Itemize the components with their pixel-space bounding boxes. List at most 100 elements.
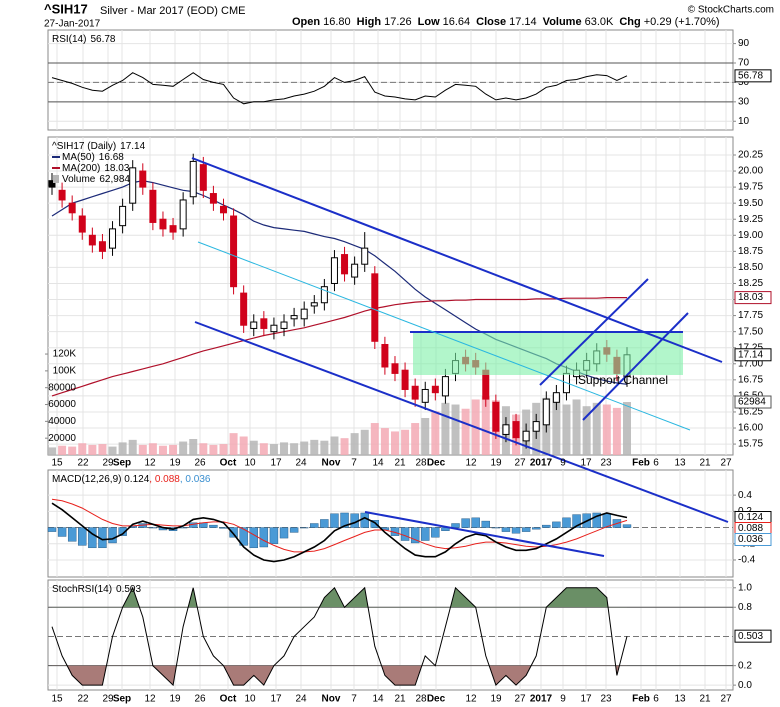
volume-bar [370, 423, 379, 455]
volume-bar [451, 404, 460, 455]
volume-bar [78, 443, 87, 455]
x-tick-label: 26 [194, 458, 206, 469]
value-tag: 0.088 [738, 523, 763, 534]
x-tick-label: 27 [720, 694, 732, 705]
histogram-bar [239, 527, 248, 546]
histogram-bar [118, 527, 127, 536]
volume-bar [229, 433, 238, 455]
volume-bar [572, 399, 581, 455]
y-tick-label: 17.00 [738, 358, 763, 369]
candle-body [502, 424, 510, 435]
candle-body [219, 205, 227, 214]
candle-body [351, 263, 359, 278]
value-tag: 62984 [738, 397, 766, 408]
volume-bar [320, 440, 329, 455]
histogram-bar [592, 512, 601, 528]
x-tick-label: 7 [351, 458, 357, 469]
candle-body [441, 376, 449, 397]
x-tick-label: 24 [295, 458, 307, 469]
histogram-bar [88, 527, 97, 549]
y-tick-label: 19.25 [738, 214, 763, 225]
candle-body [330, 257, 338, 284]
candle-body [371, 273, 379, 342]
date: 27-Jan-2017 [44, 19, 101, 30]
x-tick-label: 2017 [530, 694, 553, 705]
legend: MACD(12,26,9) 0.124, 0.088, 0.036 [52, 474, 211, 485]
moving-average [51, 297, 627, 397]
candle-body [361, 247, 369, 265]
legend-value: 56.78 [90, 34, 115, 45]
candle-body [240, 292, 248, 326]
volume-bar [118, 442, 127, 455]
legend-swatch [53, 175, 59, 183]
candle-body [401, 369, 409, 390]
x-tick-label: 15 [51, 694, 63, 705]
volume-bar [249, 440, 258, 455]
quote-value: 16.80 [323, 16, 351, 28]
x-tick-label: 21 [699, 458, 711, 469]
x-tick-label: 19 [169, 458, 181, 469]
volume-bar [98, 444, 107, 455]
histogram-bar [501, 527, 511, 532]
y-tick-label: 17.50 [738, 326, 763, 337]
candle-body [512, 421, 520, 439]
volume-bar [199, 443, 208, 455]
histogram-bar [491, 527, 501, 529]
x-tick-label: 19 [490, 694, 502, 705]
histogram-bar [451, 523, 460, 528]
legend: Volume 62,984 [62, 174, 130, 185]
y-tick-label: 16.25 [738, 407, 763, 418]
y-tick-label: 18.25 [738, 278, 763, 289]
x-tick-label: 23 [600, 458, 612, 469]
range-box [413, 332, 683, 375]
volume-bar [602, 404, 611, 455]
y-tick-label: 0.8 [738, 602, 752, 613]
x-tick-label: Oct [220, 458, 237, 469]
histogram-bar [108, 527, 117, 544]
y-tick-label: 16.00 [738, 423, 763, 434]
candle-body [149, 189, 157, 223]
quote-value: 16.64 [443, 16, 471, 28]
y-tick-label: 30 [738, 96, 750, 107]
candle-body [230, 215, 238, 288]
histogram-bar [57, 527, 67, 537]
x-tick-label: 15 [51, 458, 63, 469]
value-tag: 0.124 [738, 512, 763, 523]
lower-channel-line [194, 321, 729, 523]
quote-label: Low [418, 16, 440, 28]
volume-bar [411, 423, 420, 455]
quote-label: Chg [619, 16, 640, 28]
legend: MA(200) 18.03 [62, 163, 130, 174]
mid-channel-line [197, 241, 691, 431]
histogram-bar [340, 512, 349, 528]
x-tick-label: 12 [465, 694, 477, 705]
annotations: Support Channel [191, 157, 729, 557]
volume-bar [310, 439, 319, 455]
over-layer: 15 22 29 Sep 12 19 26 Oct 10 17 24 Nov 7 14 21 28 Dec 12 1… [48, 34, 772, 705]
y-tick-label: 20.00 [738, 166, 763, 177]
value-tag: 0.503 [738, 631, 763, 642]
volume-bar [562, 404, 571, 455]
volume-bar [592, 402, 601, 455]
histogram-bar [269, 527, 279, 544]
x-tick-label: 29 [102, 458, 114, 469]
candle-body [88, 234, 96, 246]
legend-name: MA(50) [62, 152, 95, 163]
volume-bar [340, 438, 349, 455]
histogram-bar [400, 527, 410, 541]
volume-bar [390, 431, 399, 455]
indicator-line [51, 498, 628, 553]
candle-body [58, 189, 66, 201]
x-tick-label: 12 [465, 458, 477, 469]
legend-value: 18.03 [104, 163, 129, 174]
histogram-bar [67, 527, 77, 542]
volume-tick-label: 120K [53, 349, 77, 360]
quote-label: High [357, 16, 382, 28]
candle-body [179, 199, 187, 230]
legend-value: 16.68 [99, 152, 124, 163]
histogram-bar [310, 523, 319, 528]
y-tick-label: 16.75 [738, 374, 763, 385]
volume-bar [441, 402, 450, 455]
y-tick-label: 19.00 [738, 230, 763, 241]
